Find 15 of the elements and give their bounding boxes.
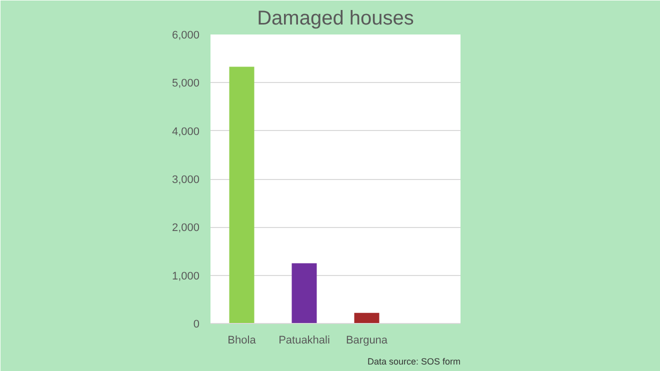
source-note: Data source: SOS form — [367, 356, 461, 366]
y-tick-label: 4,000 — [172, 126, 200, 138]
x-tick-label: Patuakhali — [278, 334, 330, 346]
chart-title: Damaged houses — [257, 8, 414, 30]
y-tick-label: 2,000 — [172, 222, 200, 234]
x-tick-label: Bhola — [228, 334, 257, 346]
bar — [292, 263, 317, 324]
x-tick-label: Barguna — [346, 334, 388, 346]
y-tick-label: 0 — [193, 318, 200, 330]
y-tick-label: 6,000 — [172, 30, 200, 42]
bar — [354, 312, 380, 324]
y-tick-label: 3,000 — [172, 174, 200, 186]
bar — [229, 66, 254, 324]
y-tick-label: 5,000 — [172, 78, 200, 90]
y-tick-label: 1,000 — [172, 270, 200, 282]
